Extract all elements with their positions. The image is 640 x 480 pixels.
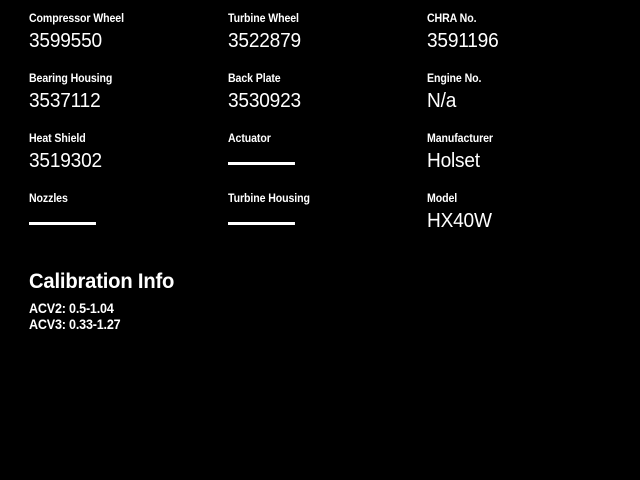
spec-value: 3537112 — [29, 89, 101, 112]
spec-value: 3519302 — [29, 149, 102, 172]
spec-label: Actuator — [228, 133, 271, 145]
spec-field-turbine-wheel: Turbine Wheel 3522879 — [228, 12, 427, 72]
spec-value: HX40W — [427, 209, 492, 232]
spec-value: N/a — [427, 89, 457, 112]
spec-grid: Compressor Wheel 3599550 Turbine Wheel 3… — [29, 12, 629, 252]
calibration-info-section: Calibration Info ACV2: 0.5-1.04 ACV3: 0.… — [29, 268, 389, 333]
spec-field-compressor-wheel: Compressor Wheel 3599550 — [29, 12, 228, 72]
spec-label: Heat Shield — [29, 133, 86, 145]
spec-value-placeholder-dash — [228, 148, 404, 174]
spec-value: Holset — [427, 149, 480, 172]
spec-row: Nozzles Turbine Housing Model HX40W — [29, 192, 629, 252]
spec-label: Manufacturer — [427, 133, 493, 145]
spec-label: Bearing Housing — [29, 73, 113, 85]
spec-field-manufacturer: Manufacturer Holset — [427, 132, 626, 192]
spec-label: Back Plate — [228, 73, 281, 85]
calibration-info-title: Calibration Info — [29, 269, 175, 293]
spec-field-engine-no: Engine No. N/a — [427, 72, 626, 132]
spec-label: Model — [427, 193, 458, 205]
spec-value: 3522879 — [228, 29, 301, 52]
spec-row: Compressor Wheel 3599550 Turbine Wheel 3… — [29, 12, 629, 72]
spec-row: Bearing Housing 3537112 Back Plate 35309… — [29, 72, 629, 132]
spec-field-model: Model HX40W — [427, 192, 626, 252]
spec-value: 3599550 — [29, 29, 102, 52]
spec-field-chra-no: CHRA No. 3591196 — [427, 12, 626, 72]
spec-label: Compressor Wheel — [29, 13, 124, 25]
spec-field-back-plate: Back Plate 3530923 — [228, 72, 427, 132]
spec-label: Turbine Wheel — [228, 13, 299, 25]
spec-row: Heat Shield 3519302 Actuator Manufacture… — [29, 132, 629, 192]
calibration-line-acv3: ACV3: 0.33-1.27 — [29, 317, 121, 332]
calibration-info-lines: ACV2: 0.5-1.04 ACV3: 0.33-1.27 — [29, 301, 389, 333]
spec-field-nozzles: Nozzles — [29, 192, 228, 252]
spec-field-actuator: Actuator — [228, 132, 427, 192]
spec-value: 3591196 — [427, 29, 499, 52]
spec-value-placeholder-dash — [228, 208, 404, 234]
spec-value-placeholder-dash — [29, 208, 205, 234]
spec-label: Nozzles — [29, 193, 68, 205]
spec-field-turbine-housing: Turbine Housing — [228, 192, 427, 252]
spec-field-bearing-housing: Bearing Housing 3537112 — [29, 72, 228, 132]
spec-field-heat-shield: Heat Shield 3519302 — [29, 132, 228, 192]
calibration-line-acv2: ACV2: 0.5-1.04 — [29, 301, 114, 316]
spec-label: Engine No. — [427, 73, 482, 85]
spec-label: CHRA No. — [427, 13, 477, 25]
spec-label: Turbine Housing — [228, 193, 310, 205]
spec-value: 3530923 — [228, 89, 301, 112]
